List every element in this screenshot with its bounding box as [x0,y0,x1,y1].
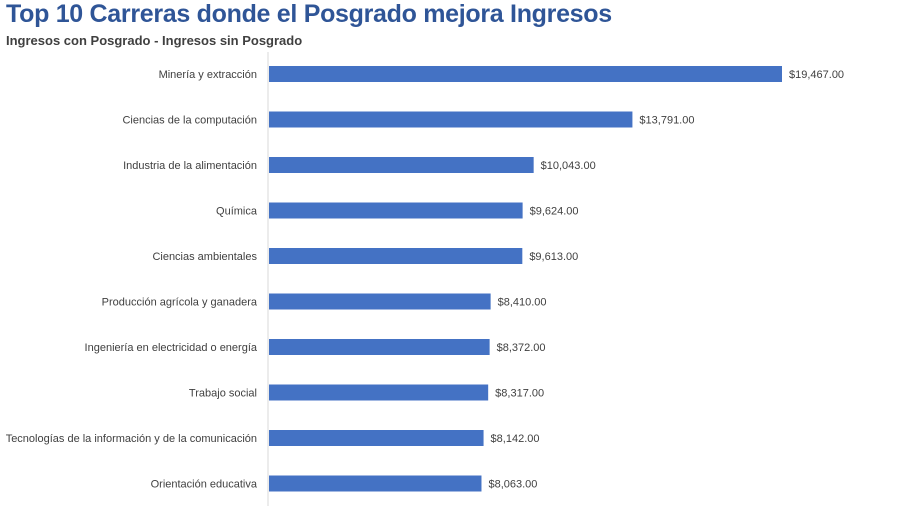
category-label: Química [216,206,258,218]
category-label: Ciencias de la computación [122,115,257,127]
bar [269,157,534,173]
data-label: $8,410.00 [498,297,547,309]
category-label: Industria de la alimentación [123,160,257,172]
category-label: Minería y extracción [159,69,257,81]
data-label: $10,043.00 [541,160,596,172]
bar [269,111,633,128]
category-label: Ingeniería en electricidad o energía [85,342,258,354]
category-label: Producción agrícola y ganadera [102,297,258,309]
bar [269,339,490,355]
data-label: $9,624.00 [530,206,579,218]
chart-subtitle: Ingresos con Posgrado - Ingresos sin Pos… [6,33,303,48]
category-label: Tecnologías de la información y de la co… [6,433,257,445]
category-label: Orientación educativa [151,479,258,491]
category-label: Ciencias ambientales [152,251,257,263]
bar [269,384,489,401]
bar [269,475,482,492]
bar [269,430,484,446]
bar [269,293,491,310]
data-label: $8,142.00 [491,433,540,445]
data-label: $8,063.00 [488,479,537,491]
bar [269,202,523,219]
data-label: $13,791.00 [639,115,694,127]
data-label: $19,467.00 [789,69,844,81]
bar [269,248,523,264]
bar [269,66,782,82]
data-label: $8,372.00 [497,342,546,354]
data-label: $8,317.00 [495,388,544,400]
chart-title: Top 10 Carreras donde el Posgrado mejora… [6,0,612,28]
category-label: Trabajo social [189,388,257,400]
data-label: $9,613.00 [529,251,578,263]
